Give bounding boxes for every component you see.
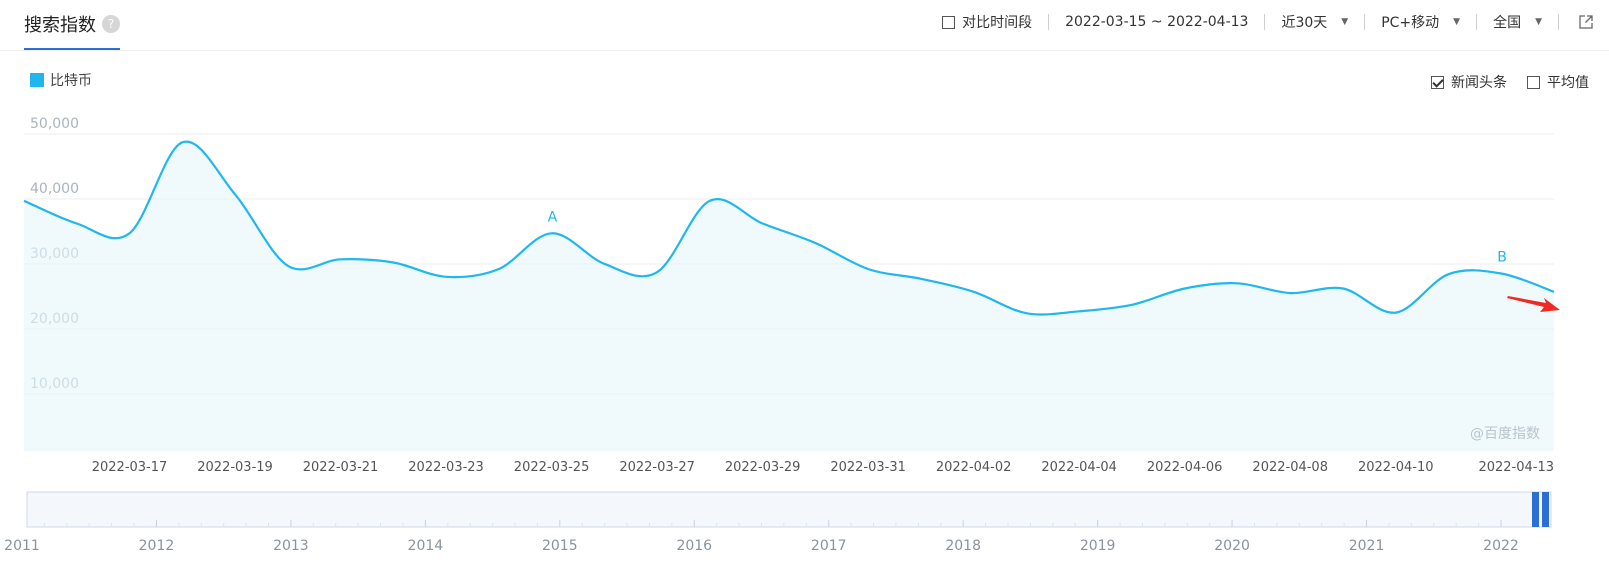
x-tick-label: 2022-04-02 — [936, 460, 1012, 475]
compare-period-toggle[interactable]: 对比时间段 — [926, 12, 1048, 32]
divider — [1476, 14, 1478, 30]
x-tick-label: 2022-04-08 — [1252, 460, 1328, 475]
compare-checkbox[interactable] — [942, 15, 956, 29]
x-tick-label: 2022-04-06 — [1147, 460, 1223, 475]
x-tick-label: 2022-03-21 — [303, 460, 379, 475]
y-tick-label: 50,000 — [30, 116, 79, 132]
x-tick-label: 2022-03-29 — [725, 460, 801, 475]
chart-options: 新闻头条 平均值 — [1411, 72, 1589, 92]
time-range-selector[interactable]: 2011 2012 2013 2014 2015 2016 2017 2018 2019 2020… — [0, 486, 1609, 566]
range-year-label: 2020 — [1214, 538, 1250, 554]
x-tick-label: 2022-04-13 — [1478, 460, 1554, 475]
date-range-picker[interactable]: 2022-03-15 ~ 2022-04-13 — [1049, 14, 1264, 30]
x-tick-label: 2022-03-31 — [830, 460, 906, 475]
range-year-label: 2013 — [273, 538, 309, 554]
caret-down-icon: ▼ — [1453, 17, 1461, 27]
range-track — [26, 491, 1552, 528]
share-button[interactable] — [1559, 15, 1593, 29]
page-title: 搜索指数 — [24, 15, 96, 36]
range-year-label: 2021 — [1349, 538, 1385, 554]
caret-down-icon: ▼ — [1341, 17, 1349, 27]
range-handle-left[interactable] — [1532, 492, 1539, 527]
x-tick-label: 2022-03-23 — [408, 460, 484, 475]
x-tick-label: 2022-03-25 — [514, 460, 590, 475]
y-tick-label: 40,000 — [30, 181, 79, 197]
x-tick-label: 2022-03-27 — [619, 460, 695, 475]
range-year-label: 2019 — [1080, 538, 1116, 554]
news-toggle[interactable]: 新闻头条 — [1431, 72, 1507, 92]
red-arrow-icon — [1507, 296, 1560, 312]
range-year-label: 2014 — [408, 538, 444, 554]
average-label: 平均值 — [1547, 75, 1589, 91]
range-year-label: 2016 — [676, 538, 712, 554]
tab-search-index[interactable]: 搜索指数 ? — [24, 0, 120, 50]
divider — [1048, 14, 1050, 30]
external-link-icon — [1579, 15, 1593, 29]
date-range-value: 2022-03-15 ~ 2022-04-13 — [1065, 14, 1249, 30]
series-area — [24, 141, 1554, 451]
compare-label: 对比时间段 — [962, 15, 1033, 31]
help-icon[interactable]: ? — [102, 15, 120, 33]
divider — [1264, 14, 1266, 30]
filter-controls: 对比时间段 2022-03-15 ~ 2022-04-13 近30天 ▼ PC+… — [926, 0, 1593, 44]
range-year-label: 2012 — [139, 538, 175, 554]
device-dropdown[interactable]: PC+移动 ▼ — [1365, 12, 1476, 32]
x-tick-label: 2022-03-19 — [197, 460, 273, 475]
device-value: PC+移动 — [1381, 15, 1440, 31]
news-checkbox[interactable] — [1431, 75, 1444, 89]
caret-down-icon: ▼ — [1535, 17, 1542, 27]
range-year-label: 2017 — [811, 538, 847, 554]
region-dropdown[interactable]: 全国 ▼ — [1477, 12, 1558, 32]
x-tick-label: 2022-04-04 — [1041, 460, 1117, 475]
average-checkbox[interactable] — [1527, 75, 1540, 89]
news-annotation-marker[interactable]: B — [1497, 250, 1507, 266]
range-year-label: 2015 — [542, 538, 578, 554]
divider — [1558, 14, 1559, 30]
news-label: 新闻头条 — [1451, 75, 1507, 91]
divider — [1364, 14, 1366, 30]
period-dropdown[interactable]: 近30天 ▼ — [1265, 12, 1364, 32]
range-year-label: 2011 — [4, 538, 40, 554]
range-handle-right[interactable] — [1542, 492, 1549, 527]
region-value: 全国 — [1493, 15, 1522, 31]
x-tick-label: 2022-03-17 — [92, 460, 168, 475]
legend-swatch — [30, 73, 44, 87]
series-line[interactable] — [23, 140, 1555, 316]
watermark: @百度指数 — [1470, 426, 1540, 442]
x-tick-label: 2022-04-10 — [1358, 460, 1434, 475]
chart-legend: 比特币 — [30, 70, 92, 90]
legend-label: 比特币 — [50, 73, 92, 89]
top-bar: 搜索指数 ? 对比时间段 2022-03-15 ~ 2022-04-13 近30… — [0, 0, 1609, 51]
period-value: 近30天 — [1281, 15, 1328, 31]
news-annotation-marker[interactable]: A — [548, 209, 558, 225]
range-year-label: 2018 — [945, 538, 981, 554]
average-toggle[interactable]: 平均值 — [1527, 72, 1589, 92]
range-year-label: 2022 — [1483, 538, 1519, 554]
